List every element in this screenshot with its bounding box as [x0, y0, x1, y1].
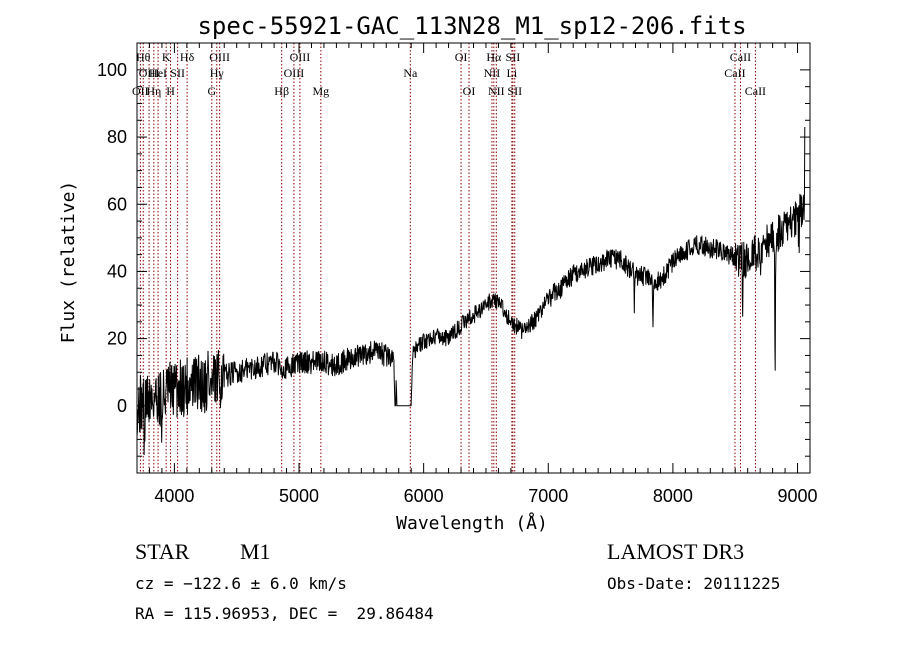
flux-series-line: [136, 126, 806, 456]
reference-line-label: OIII: [284, 66, 305, 80]
reference-line-label: SII: [507, 84, 522, 98]
reference-line-label: Hθ: [136, 50, 151, 64]
plot-frame: [136, 42, 811, 474]
object-subclass: M1: [240, 539, 271, 564]
y-tick-label: 100: [97, 60, 127, 80]
reference-line-label: CaII: [724, 66, 745, 80]
y-axis-ticks: 0 20 40 60 80 100: [97, 60, 810, 474]
y-axis-label: Flux (relative): [58, 181, 79, 344]
x-tick-label: 8000: [653, 486, 693, 506]
x-tick-label: 5000: [279, 486, 319, 506]
x-tick-label: 6000: [404, 486, 444, 506]
reference-line-label: Hδ: [180, 50, 195, 64]
x-tick-label: 4000: [154, 486, 194, 506]
reference-line-label: HeI: [149, 66, 167, 80]
x-axis-ticks: 4000 5000 6000 7000 8000 9000: [136, 43, 818, 506]
reference-line-label: OIII: [209, 50, 230, 64]
reference-line-label: OI: [455, 50, 468, 64]
x-tick-label: 9000: [778, 486, 818, 506]
reference-line-label: K: [162, 50, 171, 64]
reference-line-label: NII: [488, 84, 505, 98]
y-tick-label: 20: [107, 329, 127, 349]
y-tick-label: 60: [107, 194, 127, 214]
y-tick-label: 40: [107, 261, 127, 281]
reference-line-label: Hα: [486, 50, 502, 64]
spectrum-chart: spec-55921-GAC_113N28_M1_sp12-206.fits O…: [58, 12, 818, 534]
y-tick-label: 80: [107, 127, 127, 147]
reference-line-label: NII: [484, 66, 501, 80]
reference-line-label: Hβ: [274, 84, 289, 98]
observation-date: Obs-Date: 20111225: [607, 574, 781, 593]
survey-name: LAMOST DR3: [607, 539, 745, 564]
reference-line-label: OII: [132, 84, 149, 98]
reference-line-label: Li: [507, 66, 518, 80]
reference-line-label: CaII: [730, 50, 751, 64]
x-tick-label: 7000: [528, 486, 568, 506]
reference-line-label: Mg: [312, 84, 329, 98]
reference-line-label: SII: [170, 66, 185, 80]
coordinates: RA = 115.96953, DEC = 29.86484: [135, 604, 434, 623]
reference-line-label: OIII: [290, 50, 311, 64]
reference-lines: [139, 43, 756, 473]
object-class: STAR: [135, 539, 190, 564]
reference-line-label: Na: [403, 66, 418, 80]
reference-line-label: Hη: [146, 84, 161, 98]
reference-line-label: G: [207, 84, 216, 98]
x-axis-label: Wavelength (Å): [396, 512, 548, 534]
y-tick-label: 0: [117, 396, 127, 416]
reference-line-labels: OIIHθOIIIHηHeIKHSIIHδGHγOIIIHβOIIIOIIIMg…: [132, 50, 766, 98]
reference-line-label: H: [166, 84, 175, 98]
reference-line-label: SII: [506, 50, 521, 64]
redshift-velocity: cz = −122.6 ± 6.0 km/s: [135, 574, 347, 593]
reference-line-label: CaII: [745, 84, 766, 98]
chart-title: spec-55921-GAC_113N28_M1_sp12-206.fits: [197, 12, 746, 40]
reference-line-label: Hγ: [210, 66, 225, 80]
reference-line-label: OI: [463, 84, 476, 98]
